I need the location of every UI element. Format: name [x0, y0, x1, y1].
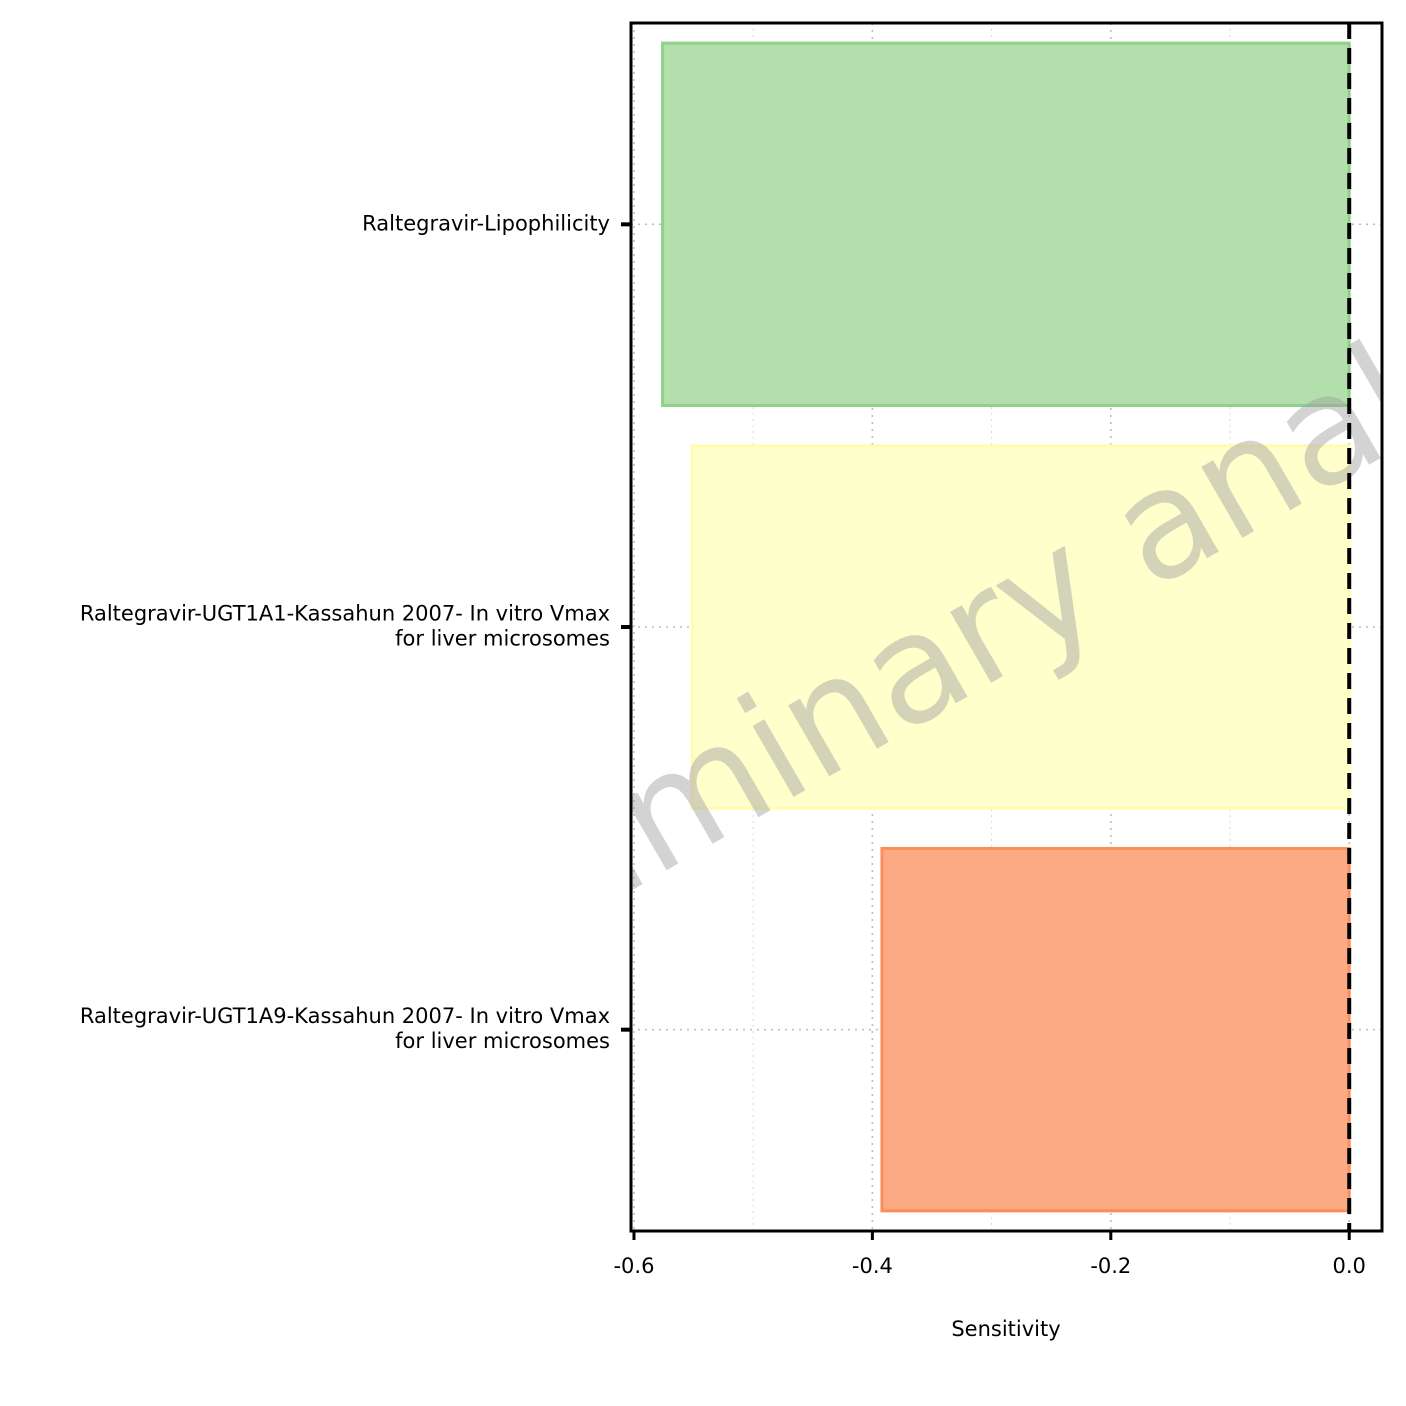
bar: [690, 444, 1351, 810]
x-axis: -0.6 -0.4 -0.2 0.0: [613, 1231, 1366, 1278]
x-tick-label: -0.6: [613, 1254, 654, 1278]
x-tick-label: -0.2: [1090, 1254, 1131, 1278]
y-axis: Raltegravir-Lipophilicity Raltegravir-UGT…: [80, 211, 631, 1053]
bars: [661, 41, 1351, 1213]
bar: [661, 41, 1351, 408]
x-tick-label: 0.0: [1333, 1254, 1366, 1278]
y-category-label: Raltegravir-UGT1A1-Kassahun 2007- In vit…: [80, 602, 610, 651]
x-tick-label: -0.4: [852, 1254, 893, 1278]
bar: [880, 846, 1351, 1213]
y-category-label: Raltegravir-Lipophilicity: [362, 211, 610, 235]
x-axis-title: Sensitivity: [951, 1317, 1060, 1341]
y-category-label: Raltegravir-UGT1A9-Kassahun 2007- In vit…: [80, 1004, 610, 1053]
